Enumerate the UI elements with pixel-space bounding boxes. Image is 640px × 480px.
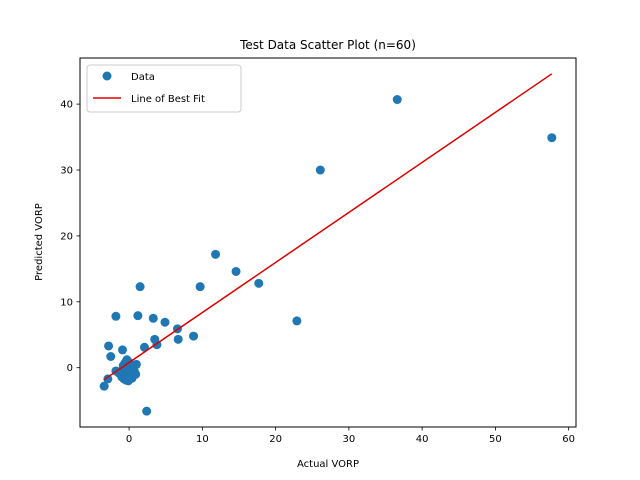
data-point (173, 334, 183, 344)
data-point (104, 341, 114, 351)
x-axis-ticks: 0 10 20 30 40 50 60 (126, 427, 575, 445)
data-point (292, 316, 302, 326)
x-tick-label: 30 (343, 434, 356, 445)
y-tick-label: 30 (60, 166, 73, 177)
data-point (211, 249, 221, 259)
data-point (231, 266, 241, 276)
x-axis-label: Actual VORP (297, 459, 359, 470)
best-fit-line (103, 73, 553, 381)
legend-box (86, 64, 242, 113)
data-point (189, 331, 199, 341)
data-point (254, 278, 264, 288)
axes-frame (79, 57, 577, 428)
data-point (315, 165, 325, 175)
y-tick-label: 10 (60, 297, 73, 308)
x-tick-label: 0 (126, 434, 132, 445)
x-tick-label: 60 (562, 434, 575, 445)
legend-data-marker (102, 71, 112, 81)
best-fit-layer (103, 73, 553, 381)
y-axis-ticks: 0 10 20 30 40 (60, 100, 80, 374)
data-point (133, 311, 143, 321)
y-axis-label: Predicted VORP (34, 203, 45, 281)
y-tick-label: 20 (60, 231, 73, 242)
data-point (103, 374, 113, 384)
data-point (148, 313, 158, 323)
data-point (106, 351, 116, 361)
plot-area (99, 73, 557, 416)
data-point (142, 406, 152, 416)
x-tick-label: 40 (416, 434, 429, 445)
x-tick-label: 50 (489, 434, 502, 445)
x-tick-label: 10 (196, 434, 209, 445)
legend-fit-label: Line of Best Fit (131, 94, 205, 105)
chart-title: Test Data Scatter Plot (n=60) (239, 38, 416, 52)
data-point (124, 367, 134, 377)
data-point (139, 342, 149, 352)
data-point (547, 133, 557, 143)
y-tick-label: 40 (60, 100, 73, 111)
legend-data-label: Data (131, 72, 155, 83)
legend: Data Line of Best Fit (86, 64, 242, 113)
data-point (117, 345, 127, 355)
data-point (195, 282, 205, 292)
data-point (111, 311, 121, 321)
data-point (160, 317, 170, 327)
data-point (135, 282, 145, 292)
data-point (99, 381, 109, 391)
x-tick-label: 20 (269, 434, 282, 445)
data-point (392, 95, 402, 105)
y-tick-label: 0 (67, 363, 73, 374)
